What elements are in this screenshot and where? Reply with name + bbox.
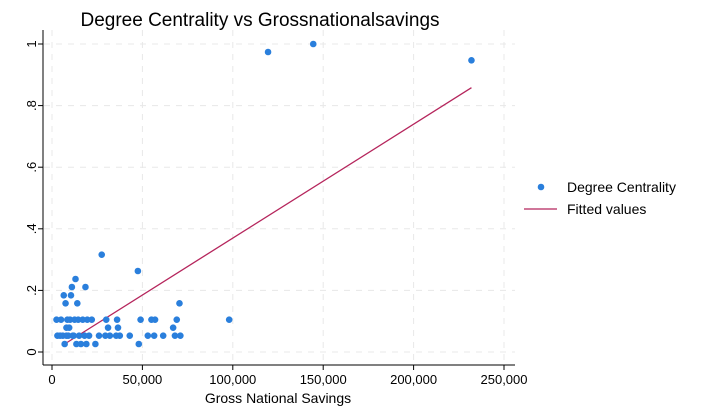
data-point-49 [150, 332, 158, 339]
x-axis-ticks: 0 50,000 100,000 150,000 200,000 250,000 [48, 365, 528, 387]
y-tick-label-1: .2 [24, 285, 39, 296]
x-tick-label-4: 200,000 [390, 372, 437, 387]
data-point-34 [98, 251, 106, 258]
data-point-60 [468, 57, 475, 64]
y-tick-label-3: .6 [24, 162, 39, 173]
data-point-20 [73, 340, 80, 348]
data-point-56 [177, 332, 184, 339]
data-point-19 [72, 275, 79, 283]
legend-label-degree-centrality: Degree Centrality [567, 179, 676, 195]
data-point-33 [95, 332, 103, 339]
data-point-31 [88, 316, 96, 323]
data-point-22 [74, 316, 82, 323]
data-point-24 [77, 340, 85, 348]
data-point-58 [264, 48, 272, 56]
data-point-46 [137, 316, 144, 323]
y-tick-label-4: .8 [24, 100, 39, 111]
data-point-23 [75, 332, 83, 339]
data-point-52 [169, 324, 177, 331]
data-point-43 [126, 332, 134, 339]
data-point-30 [85, 332, 93, 339]
y-tick-label-5: 1 [24, 40, 39, 47]
axes [42, 30, 515, 366]
data-point-53 [171, 332, 179, 339]
data-point-36 [102, 316, 110, 323]
data-point-57 [225, 316, 233, 323]
data-point-15 [68, 283, 76, 291]
x-tick-label-1: 50,000 [123, 372, 163, 387]
data-point-38 [106, 332, 114, 339]
x-tick-label-0: 0 [48, 372, 55, 387]
data-point-7 [62, 300, 69, 307]
data-point-55 [176, 300, 183, 307]
data-point-0 [53, 316, 60, 323]
data-point-47 [144, 332, 152, 339]
data-point-25 [79, 316, 87, 323]
data-point-14 [67, 292, 75, 299]
y-tick-label-0: 0 [24, 348, 39, 355]
x-tick-label-5: 250,000 [481, 372, 528, 387]
data-point-54 [173, 316, 181, 323]
y-tick-label-2: .4 [24, 223, 39, 234]
data-point-41 [114, 324, 122, 331]
data-point-28 [83, 340, 90, 348]
chart-title: Degree Centrality vs Grossnationalsaving… [80, 10, 439, 31]
data-point-3 [57, 316, 65, 323]
grid-lines [44, 30, 515, 364]
data-point-5 [60, 292, 68, 299]
y-axis-ticks: 0 .2 .4 .6 .8 1 [24, 40, 43, 356]
data-point-6 [61, 340, 68, 348]
legend: Degree Centrality Fitted values [524, 179, 676, 217]
data-point-51 [159, 332, 167, 339]
data-point-42 [116, 332, 124, 339]
data-point-50 [151, 316, 159, 323]
legend-label-fitted-values: Fitted values [567, 201, 646, 217]
data-point-29 [83, 316, 91, 323]
data-point-35 [102, 332, 109, 339]
fitted-line-segment [64, 87, 472, 345]
scatter-points [53, 40, 475, 348]
data-point-32 [92, 340, 99, 348]
data-point-44 [134, 267, 142, 275]
data-point-13 [66, 316, 74, 323]
data-point-27 [82, 283, 89, 291]
data-point-26 [81, 332, 88, 339]
data-point-21 [74, 300, 81, 307]
data-point-11 [64, 332, 72, 339]
data-point-37 [104, 324, 112, 331]
x-axis-label: Gross National Savings [205, 390, 351, 406]
x-tick-label-3: 150,000 [300, 372, 347, 387]
data-point-17 [70, 332, 77, 339]
data-point-12 [65, 324, 73, 331]
legend-marker-degree-centrality [537, 183, 545, 191]
data-point-45 [135, 340, 143, 348]
data-point-59 [309, 40, 317, 48]
x-tick-label-2: 100,000 [209, 372, 256, 387]
fitted-values-line [64, 87, 472, 345]
data-point-40 [113, 316, 121, 323]
